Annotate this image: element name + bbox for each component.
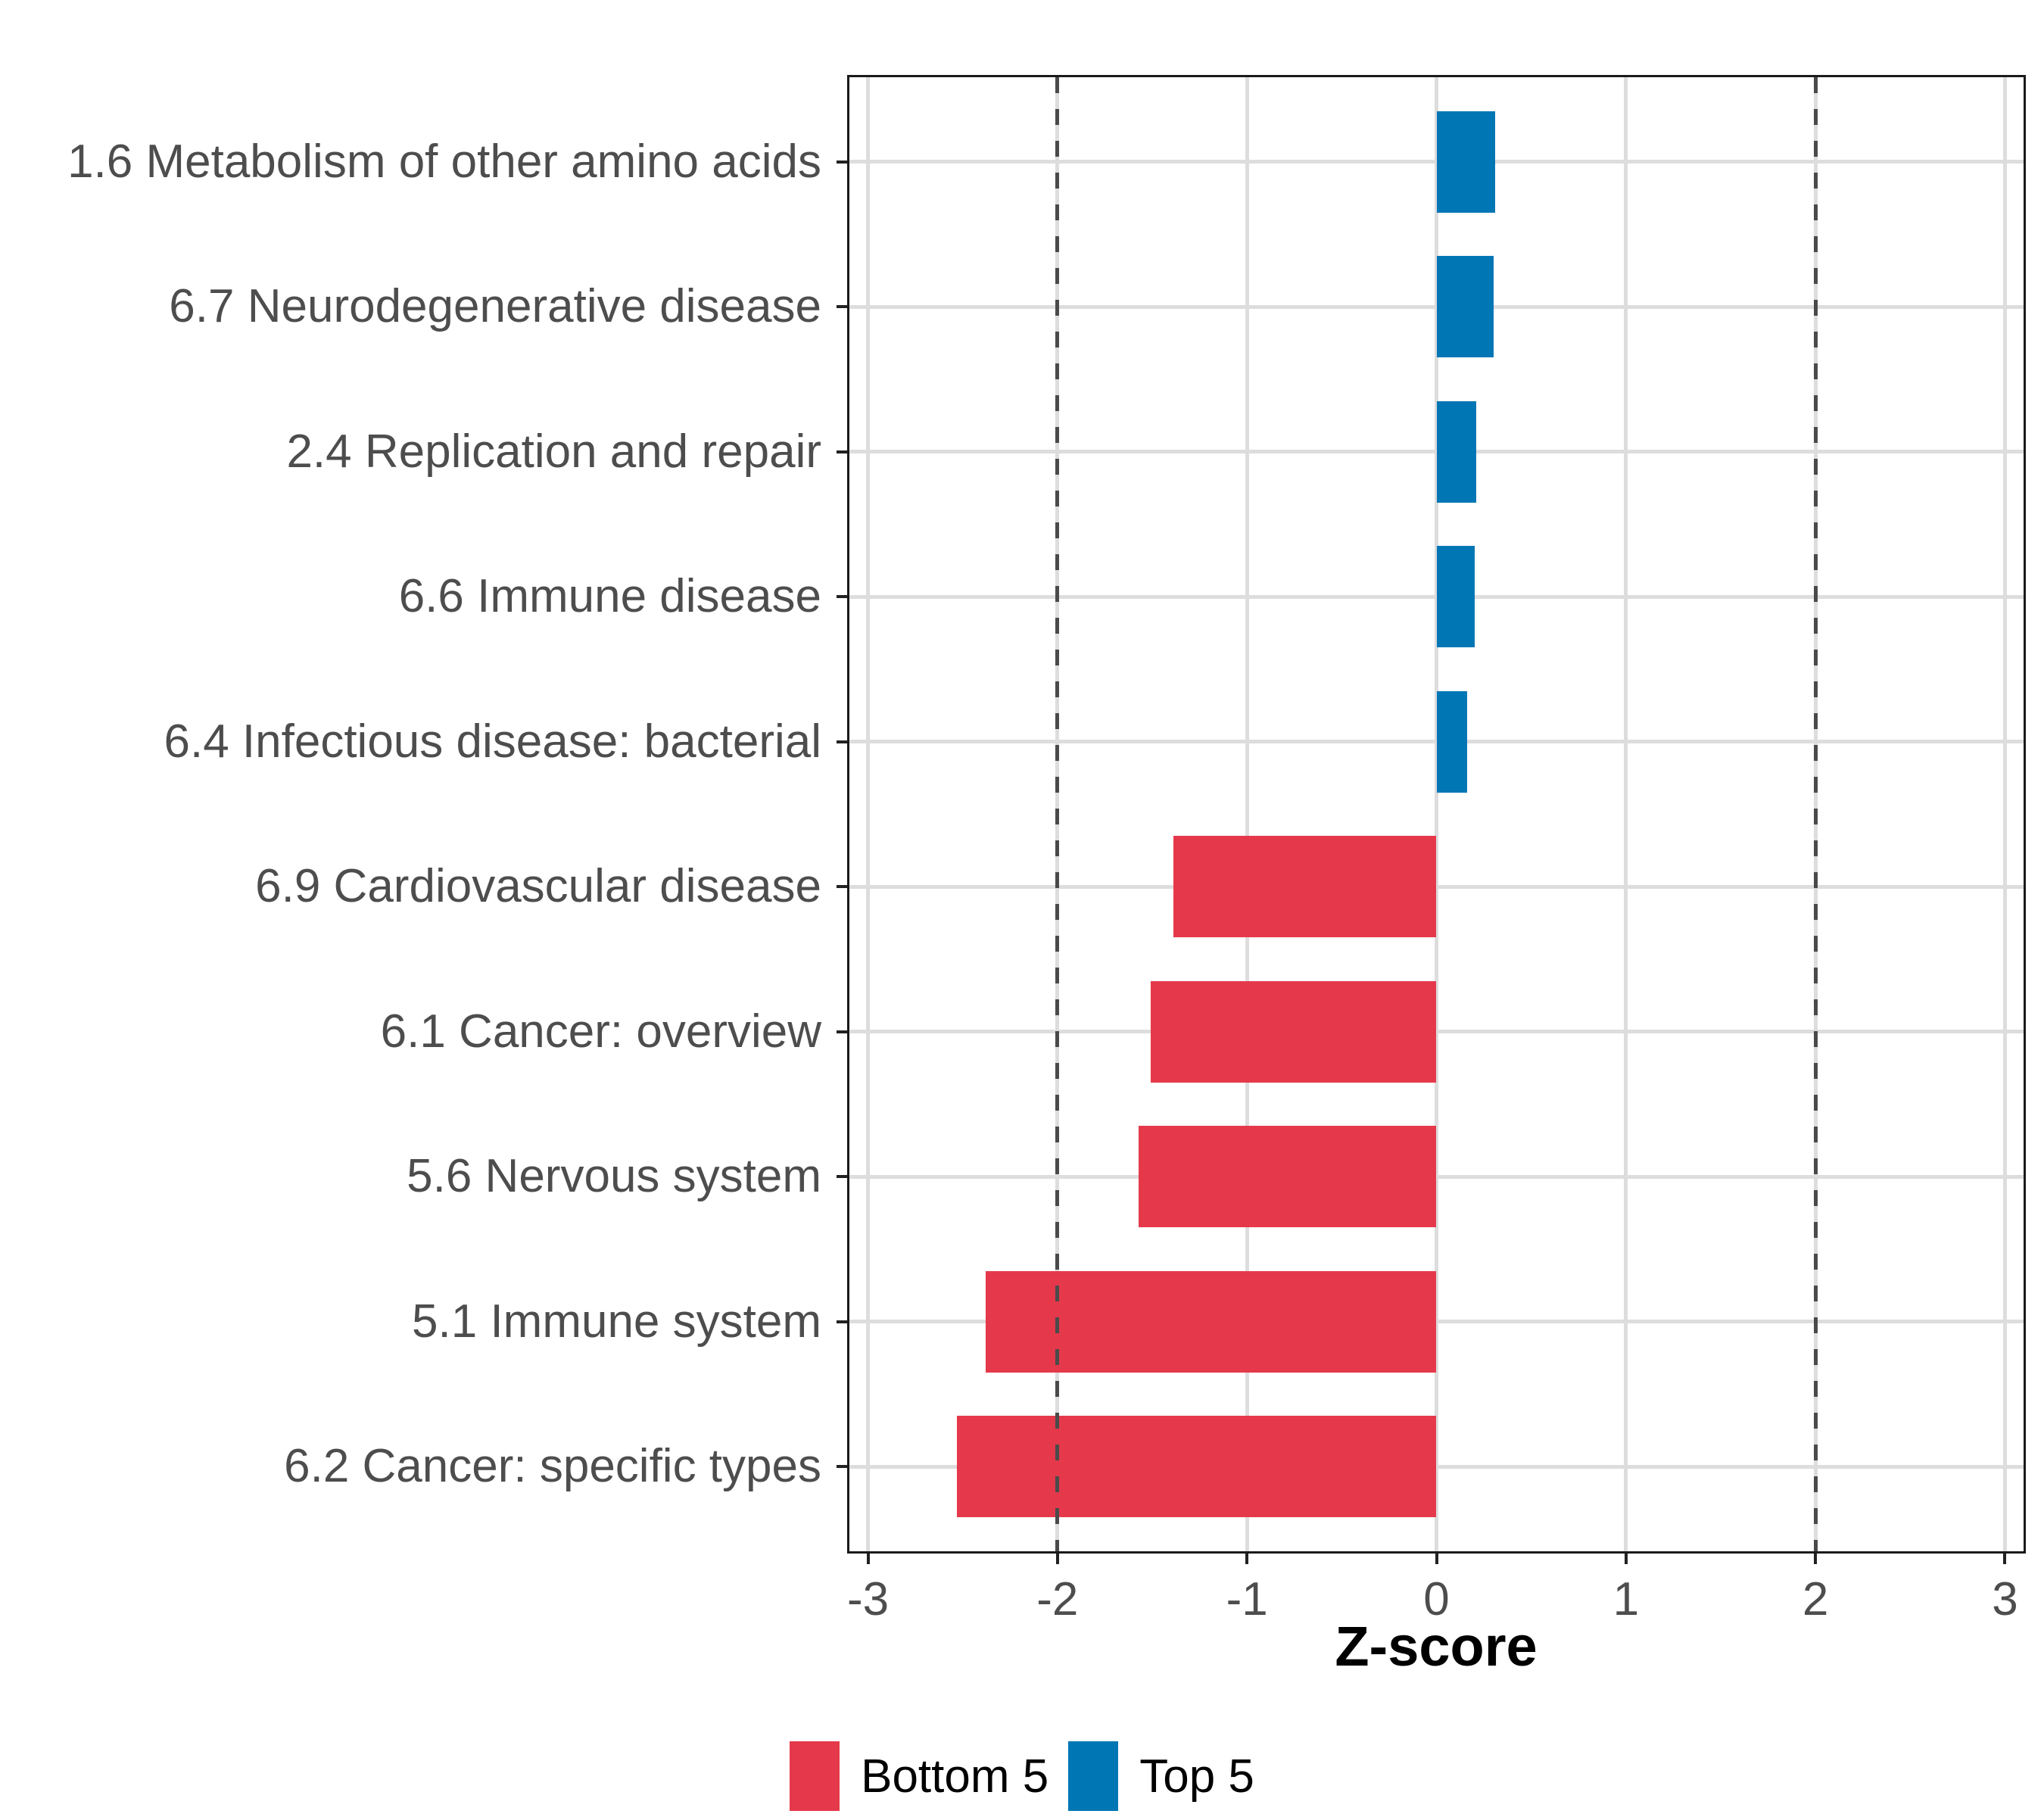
y-axis-tick xyxy=(837,1030,847,1033)
legend-key-top5-swatch xyxy=(1068,1741,1119,1811)
y-axis-label: 6.1 Cancer: overview xyxy=(380,1005,821,1058)
x-axis-tick-label: -1 xyxy=(1226,1573,1268,1625)
y-axis-label: 5.1 Immune system xyxy=(412,1295,821,1348)
y-axis-tick xyxy=(837,885,847,889)
y-axis-label: 6.4 Infectious disease: bacterial xyxy=(164,715,821,768)
x-axis-tick-label: -2 xyxy=(1036,1573,1079,1625)
y-axis-label: 5.6 Nervous system xyxy=(407,1150,821,1203)
gridline-y-5 xyxy=(849,884,2024,889)
gridline-x-3 xyxy=(2002,77,2007,1551)
legend-label-bottom5: Bottom 5 xyxy=(861,1750,1049,1803)
bar-2 xyxy=(1436,400,1477,503)
y-axis-label: 1.6 Metabolism of other amino acids xyxy=(67,135,821,188)
bar-3 xyxy=(1436,546,1475,648)
x-axis-tick xyxy=(1435,1554,1438,1564)
legend-label-top5: Top 5 xyxy=(1139,1750,1254,1803)
x-axis-tick-label: -3 xyxy=(846,1573,890,1625)
y-axis-tick xyxy=(837,1175,847,1179)
gridline-x--1 xyxy=(1245,77,1249,1551)
legend-entry-top5: Top 5 xyxy=(1068,1741,1254,1811)
y-axis-tick xyxy=(837,305,847,309)
y-axis-tick xyxy=(837,160,847,164)
legend-entry-bottom5: Bottom 5 xyxy=(790,1741,1048,1811)
bar-5 xyxy=(1173,836,1437,938)
y-axis-tick xyxy=(837,1465,847,1469)
reference-line-2 xyxy=(1813,77,1818,1551)
x-axis-tick xyxy=(1624,1554,1628,1564)
gridline-y-8 xyxy=(849,1320,2024,1324)
x-axis-tick xyxy=(1814,1554,1818,1564)
legend: Bottom 5 Top 5 xyxy=(0,1740,2044,1812)
y-axis-label: 6.9 Cardiovascular disease xyxy=(255,860,821,913)
x-axis-title: Z-score xyxy=(1335,1615,1538,1678)
x-axis-tick-label: 3 xyxy=(1992,1573,2018,1625)
y-axis-label: 2.4 Replication and repair xyxy=(286,425,821,478)
bar-1 xyxy=(1436,256,1494,358)
x-axis-tick-label: 2 xyxy=(1802,1573,1829,1625)
x-axis-tick-label: 0 xyxy=(1423,1573,1450,1625)
y-axis-tick xyxy=(837,1320,847,1323)
y-axis-label: 6.2 Cancer: specific types xyxy=(284,1440,821,1493)
x-axis-tick xyxy=(1055,1554,1059,1564)
gridline-y-9 xyxy=(849,1464,2024,1469)
gridline-x-0 xyxy=(1435,77,1438,1551)
gridline-y-6 xyxy=(849,1030,2024,1034)
y-axis-label: 6.7 Neurodegenerative disease xyxy=(169,280,821,333)
bar-7 xyxy=(1139,1126,1437,1228)
bar-9 xyxy=(957,1416,1437,1518)
plot-panel xyxy=(847,75,2026,1554)
reference-line--2 xyxy=(1055,77,1060,1551)
x-axis-tick-label: 1 xyxy=(1612,1573,1640,1625)
y-axis-tick xyxy=(837,595,847,599)
bar-0 xyxy=(1436,111,1496,213)
bar-4 xyxy=(1436,690,1467,793)
bar-8 xyxy=(985,1270,1437,1373)
x-axis-tick xyxy=(866,1554,870,1564)
gridline-x--3 xyxy=(866,77,871,1551)
bar-6 xyxy=(1150,980,1437,1083)
gridline-y-7 xyxy=(849,1174,2024,1179)
x-axis-tick xyxy=(1245,1554,1249,1564)
legend-key-bottom5-swatch xyxy=(790,1741,840,1811)
y-axis-label: 6.6 Immune disease xyxy=(398,570,821,623)
gridline-x-1 xyxy=(1624,77,1628,1551)
x-axis-tick xyxy=(2003,1554,2007,1564)
y-axis-tick xyxy=(837,740,847,743)
y-axis-tick xyxy=(837,450,847,453)
